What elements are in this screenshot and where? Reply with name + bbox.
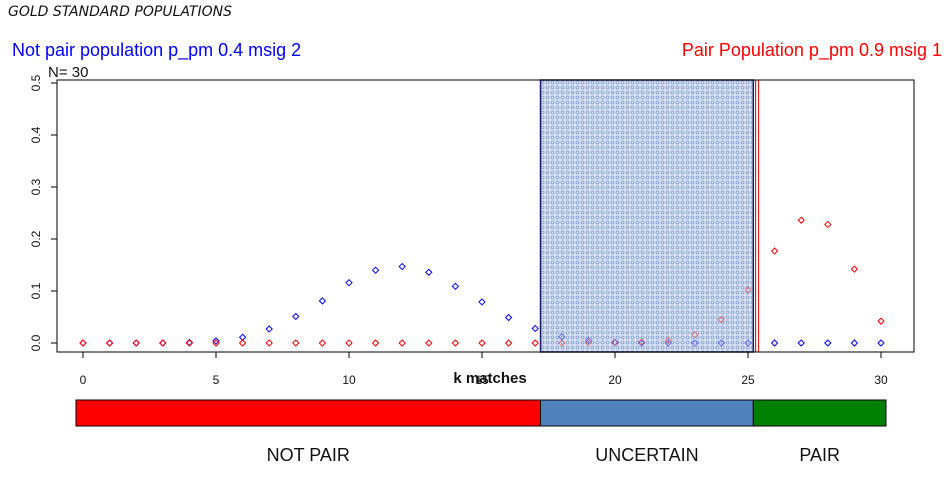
not-pair-point (504, 313, 513, 322)
uncertain-region (539, 79, 755, 353)
band-not-pair (75, 399, 542, 427)
not-pair-point (105, 339, 114, 347)
not-pair-point (265, 325, 273, 333)
not-pair-point (584, 336, 593, 345)
pair-point (558, 339, 566, 347)
x-tick-label: 30 (874, 373, 888, 387)
not-pair-point (478, 298, 486, 306)
pair-point (265, 339, 273, 347)
band-label-not-pair: NOT PAIR (266, 445, 350, 465)
x-tick-label: 10 (342, 373, 356, 387)
not-pair-point (398, 262, 406, 271)
x-tick-label: 5 (213, 373, 220, 387)
not-pair-point (292, 312, 300, 321)
pair-point (850, 265, 859, 273)
band-label-uncertain: UNCERTAIN (595, 445, 699, 465)
not-pair-point (451, 282, 460, 291)
pair-point (531, 339, 539, 347)
not-pair-point (850, 339, 859, 347)
x-tick-label: 0 (80, 373, 87, 387)
pair-point (132, 339, 140, 347)
pair-point (159, 339, 167, 347)
pair-point (292, 339, 300, 347)
pair-point (877, 317, 885, 325)
y-tick-label: 0.3 (29, 178, 43, 195)
pair-point (797, 216, 805, 224)
y-tick-label: 0.2 (29, 230, 43, 247)
not-pair-point (664, 339, 672, 347)
band-pair (752, 399, 887, 427)
y-tick-label: 0.0 (29, 334, 43, 351)
pair-point (425, 339, 433, 347)
x-tick-label: 20 (608, 373, 622, 387)
not-pair-point (558, 333, 566, 341)
not-pair-point (611, 338, 619, 347)
not-pair-point (425, 268, 433, 276)
pair-point (238, 339, 247, 347)
pair-point (318, 339, 327, 347)
not-pair-point (345, 278, 353, 287)
not-pair-point (371, 266, 380, 274)
x-tick-label: 25 (741, 373, 755, 387)
not-pair-legend: Not pair population p_pm 0.4 msig 2 (12, 40, 302, 60)
pair-point (398, 339, 406, 347)
not-pair-point (212, 337, 220, 345)
not-pair-point (132, 339, 140, 347)
y-tick-label: 0.1 (29, 282, 43, 299)
pair-point (345, 339, 353, 347)
not-pair-point (797, 339, 805, 347)
x-axis-label: k matches (453, 370, 526, 387)
not-pair-point (318, 297, 327, 305)
pair-point (584, 338, 593, 347)
not-pair-point (770, 339, 779, 347)
pair-point (637, 338, 646, 346)
pair-point (770, 247, 779, 255)
y-tick-label: 0.5 (29, 74, 43, 91)
pair-point (691, 330, 699, 339)
page-heading: GOLD STANDARD POPULATIONS (8, 4, 232, 20)
pair-point (504, 339, 513, 347)
not-pair-point (79, 339, 87, 347)
not-pair-point (159, 339, 167, 347)
pair-point (185, 339, 194, 347)
not-pair-point (717, 339, 726, 347)
not-pair-point (824, 339, 832, 347)
y-tick-label: 0.4 (29, 126, 43, 143)
band-label-pair: PAIR (799, 445, 840, 465)
pair-point (664, 336, 672, 345)
not-pair-point (877, 339, 885, 347)
pair-point (824, 220, 832, 229)
pair-point (212, 339, 220, 347)
pair-point (79, 339, 87, 347)
pair-legend: Pair Population p_pm 0.9 msig 1 (681, 40, 942, 60)
pair-point (451, 339, 460, 347)
not-pair-point (744, 339, 752, 347)
not-pair-point (691, 339, 699, 347)
pair-point (478, 339, 486, 347)
not-pair-point (637, 339, 646, 347)
x-tick-label: 15 (475, 373, 489, 387)
pair-point (611, 338, 619, 347)
pair-point (105, 339, 114, 347)
pair-point (717, 315, 726, 324)
plot-frame (56, 79, 915, 353)
pair-point (744, 286, 752, 294)
band-uncertain (540, 399, 754, 427)
not-pair-point (531, 324, 539, 333)
n-label: N= 30 (48, 64, 89, 81)
pair-point (371, 339, 380, 347)
